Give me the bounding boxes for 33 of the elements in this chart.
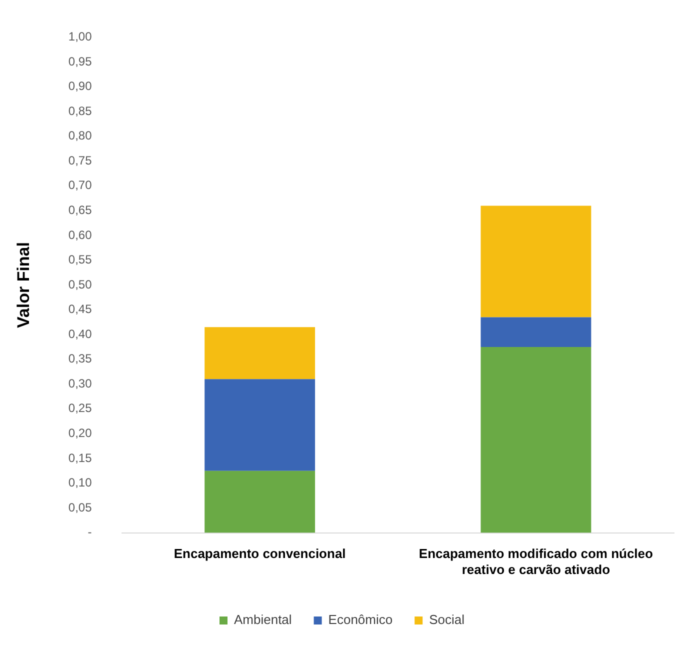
y-tick-label: 0,45 — [68, 302, 92, 316]
y-tick-label: 0,15 — [68, 450, 92, 465]
y-tick-label: 0,80 — [68, 128, 92, 143]
y-tick-label: 0,75 — [68, 153, 92, 168]
y-tick-label: 0,65 — [68, 202, 92, 217]
y-tick-label: 0,55 — [68, 252, 92, 267]
y-tick-label: 0,60 — [68, 228, 92, 242]
x-tick-label: Encapamento modificado com núcleo reativo e carvão ativado — [418, 546, 654, 577]
y-tick-label: 0,95 — [68, 54, 92, 68]
bar — [480, 317, 592, 347]
y-tick-label: 0,85 — [68, 104, 92, 118]
y-axis-title: Valor Final — [14, 242, 33, 328]
y-tick-label: 0,40 — [68, 326, 92, 341]
bar — [204, 470, 316, 533]
bar — [204, 379, 316, 471]
y-tick-label: 0,70 — [68, 178, 92, 192]
y-tick-label: 0,10 — [68, 476, 92, 490]
y-tick-label: 0,50 — [68, 277, 92, 292]
x-tick-label: Encapamento convencional — [174, 546, 346, 562]
y-tick-label: 0,30 — [68, 376, 92, 390]
y-tick-label: 0,20 — [68, 426, 92, 440]
bar — [480, 346, 592, 533]
bar — [480, 206, 592, 318]
y-tick-label: 0,90 — [68, 79, 92, 94]
legend-label: Social — [429, 612, 465, 628]
legend-label: Ambiental — [234, 612, 292, 628]
y-tick-label: 1,00 — [68, 30, 92, 44]
y-tick-label: - — [88, 525, 92, 540]
bar — [204, 327, 316, 380]
y-tick-label: 0,25 — [68, 401, 92, 416]
legend-label: Econômico — [328, 612, 393, 628]
y-tick-label: 0,05 — [68, 500, 92, 514]
y-tick-label: 0,35 — [68, 352, 92, 366]
